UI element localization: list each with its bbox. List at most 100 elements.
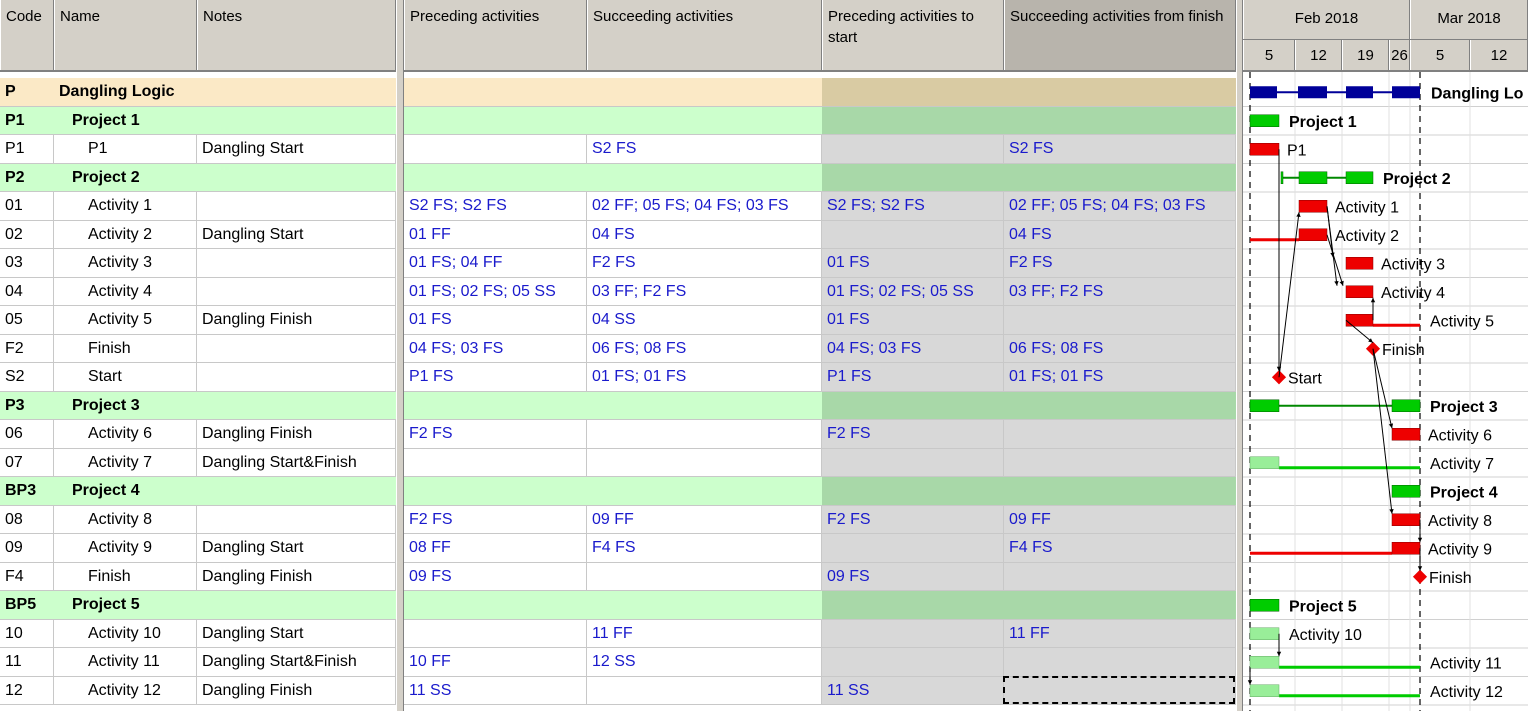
cell-succeeding-from-finish[interactable]	[1004, 562, 1236, 590]
table-row[interactable]: P3 Project 3	[0, 391, 396, 420]
cell-preceding[interactable]: 11 SS	[404, 676, 587, 704]
cell-succeeding[interactable]: F4 FS	[587, 534, 822, 562]
selected-cell[interactable]	[1003, 676, 1235, 704]
cell-succeeding-from-finish[interactable]: 03 FF; F2 FS	[1004, 277, 1236, 305]
cell-succeeding[interactable]	[587, 392, 822, 420]
cell-preceding-to-start[interactable]: F2 FS	[822, 420, 1004, 448]
cell-preceding-to-start[interactable]	[822, 534, 1004, 562]
table-row[interactable]: P Dangling Logic	[0, 78, 396, 107]
cell-succeeding-from-finish[interactable]	[1004, 477, 1236, 505]
cell-name[interactable]: Activity 11	[54, 648, 197, 676]
cell-preceding[interactable]	[404, 164, 587, 192]
cell-name[interactable]: P1	[54, 135, 197, 163]
cell-preceding-to-start[interactable]	[822, 163, 1004, 191]
cell-succeeding[interactable]	[587, 448, 822, 476]
cell-name[interactable]: Activity 4	[54, 277, 197, 305]
cell-code[interactable]: 03	[0, 249, 54, 277]
splitter-right[interactable]	[1236, 0, 1243, 711]
cell-notes[interactable]	[197, 192, 396, 220]
cell-notes[interactable]: Dangling Start&Finish	[197, 448, 396, 476]
cell-preceding-to-start[interactable]	[822, 220, 1004, 248]
table-row[interactable]: 01 FF 04 FS 04 FS	[404, 220, 1236, 249]
table-row[interactable]	[404, 591, 1236, 620]
column-header-code[interactable]: Code	[0, 0, 54, 70]
cell-name[interactable]: Activity 7	[54, 448, 197, 476]
cell-succeeding[interactable]: 02 FF; 05 FS; 04 FS; 03 FS	[587, 192, 822, 220]
cell-name[interactable]: Project 3	[72, 396, 140, 414]
cell-code[interactable]: 12	[0, 676, 54, 704]
cell-code[interactable]: 05	[0, 306, 54, 334]
cell-preceding[interactable]: 01 FF	[404, 220, 587, 248]
cell-code[interactable]: 07	[0, 448, 54, 476]
cell-succeeding[interactable]	[587, 78, 822, 106]
table-row[interactable]: F2 FS 09 FF F2 FS 09 FF	[404, 505, 1236, 534]
cell-notes[interactable]: Dangling Start	[197, 534, 396, 562]
cell-succeeding[interactable]	[587, 107, 822, 135]
cell-notes[interactable]	[197, 477, 396, 505]
cell-preceding[interactable]	[404, 448, 587, 476]
cell-name[interactable]: Activity 3	[54, 249, 197, 277]
cell-succeeding[interactable]	[587, 591, 822, 619]
cell-preceding[interactable]: 08 FF	[404, 534, 587, 562]
cell-preceding[interactable]: F2 FS	[404, 505, 587, 533]
cell-preceding-to-start[interactable]	[822, 106, 1004, 134]
cell-name[interactable]: Project 2	[72, 168, 140, 186]
table-row[interactable]: 01 FS; 04 FF F2 FS 01 FS F2 FS	[404, 249, 1236, 278]
cell-preceding-to-start[interactable]: 01 FS	[822, 249, 1004, 277]
table-row[interactable]	[404, 448, 1236, 477]
cell-notes[interactable]: Dangling Start	[197, 220, 396, 248]
cell-preceding-to-start[interactable]: S2 FS; S2 FS	[822, 192, 1004, 220]
cell-succeeding[interactable]: 06 FS; 08 FS	[587, 334, 822, 362]
cell-name[interactable]: Activity 10	[54, 619, 197, 647]
cell-notes[interactable]	[197, 591, 396, 619]
cell-name[interactable]: Activity 1	[54, 192, 197, 220]
cell-name[interactable]: Activity 8	[54, 505, 197, 533]
column-header-notes[interactable]: Notes	[197, 0, 396, 70]
cell-preceding[interactable]	[404, 107, 587, 135]
cell-succeeding[interactable]: S2 FS	[587, 135, 822, 163]
table-row[interactable]: 09 Activity 9 Dangling Start	[0, 534, 396, 563]
cell-preceding-to-start[interactable]: 11 SS	[822, 676, 1004, 704]
table-row[interactable]: 11 FF 11 FF	[404, 619, 1236, 648]
cell-succeeding-from-finish[interactable]: 09 FF	[1004, 505, 1236, 533]
cell-preceding-to-start[interactable]	[822, 591, 1004, 619]
cell-name[interactable]: Activity 12	[54, 676, 197, 704]
table-row[interactable]: P1 P1 Dangling Start	[0, 135, 396, 164]
cell-name[interactable]: Activity 6	[54, 420, 197, 448]
cell-name[interactable]: Finish	[54, 334, 197, 362]
column-header-succeeding[interactable]: Succeeding activities	[587, 0, 822, 70]
cell-succeeding[interactable]	[587, 477, 822, 505]
cell-succeeding-from-finish[interactable]: 01 FS; 01 FS	[1004, 363, 1236, 391]
cell-notes[interactable]	[197, 505, 396, 533]
cell-notes[interactable]	[197, 164, 396, 192]
cell-notes[interactable]: Dangling Finish	[197, 676, 396, 704]
cell-notes[interactable]	[197, 392, 396, 420]
cell-preceding[interactable]: 01 FS; 02 FS; 05 SS	[404, 277, 587, 305]
table-row[interactable]: 07 Activity 7 Dangling Start&Finish	[0, 448, 396, 477]
table-row[interactable]: P2 Project 2	[0, 163, 396, 192]
cell-name[interactable]: Project 5	[72, 596, 140, 613]
cell-succeeding[interactable]: 04 FS	[587, 220, 822, 248]
cell-code[interactable]: BP3	[5, 482, 37, 499]
cell-succeeding-from-finish[interactable]	[1004, 306, 1236, 334]
cell-preceding[interactable]: F2 FS	[404, 420, 587, 448]
cell-succeeding-from-finish[interactable]: 11 FF	[1004, 619, 1236, 647]
cell-code[interactable]: P3	[5, 396, 25, 414]
cell-succeeding[interactable]	[587, 676, 822, 704]
splitter-left[interactable]	[396, 0, 404, 711]
cell-succeeding-from-finish[interactable]: S2 FS	[1004, 135, 1236, 163]
cell-name[interactable]: Finish	[54, 562, 197, 590]
cell-succeeding[interactable]: 03 FF; F2 FS	[587, 277, 822, 305]
cell-succeeding[interactable]	[587, 164, 822, 192]
table-row[interactable]: P1 FS 01 FS; 01 FS P1 FS 01 FS; 01 FS	[404, 363, 1236, 392]
table-row[interactable]	[404, 78, 1236, 107]
cell-code[interactable]: P1	[0, 135, 54, 163]
cell-code[interactable]: P1	[5, 111, 25, 129]
table-row[interactable]: 08 FF F4 FS F4 FS	[404, 534, 1236, 563]
cell-code[interactable]: 02	[0, 220, 54, 248]
cell-succeeding[interactable]: 09 FF	[587, 505, 822, 533]
cell-preceding-to-start[interactable]	[822, 78, 1004, 106]
table-row[interactable]: F4 Finish Dangling Finish	[0, 562, 396, 591]
cell-preceding-to-start[interactable]	[822, 135, 1004, 163]
cell-succeeding-from-finish[interactable]	[1004, 163, 1236, 191]
